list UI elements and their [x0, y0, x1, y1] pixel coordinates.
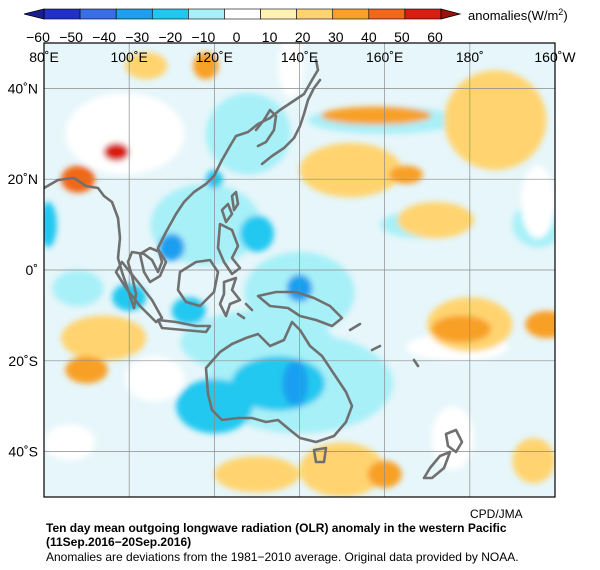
longitude-label: 160˚E [366, 49, 403, 65]
colorbar-tick-label: −60 [26, 29, 50, 45]
anomaly-blob [320, 106, 432, 125]
anomaly-blob [124, 52, 168, 80]
anomaly-blob [61, 315, 147, 361]
longitude-label: 120˚E [196, 49, 233, 65]
anomaly-blob [44, 201, 57, 248]
colorbar-cell [368, 8, 406, 20]
colorbar-units-label: anomalies(W/m2) [468, 7, 568, 23]
colorbar-tick-label: 20 [295, 29, 311, 45]
colorbar-right-arrow [440, 8, 462, 20]
coast-new-zealand [422, 428, 464, 480]
anomaly-blob [205, 92, 291, 175]
anomaly-blob [278, 43, 304, 98]
colorbar-cell [79, 8, 117, 20]
map-frame [43, 42, 556, 498]
coast-philippines [216, 202, 242, 276]
coast-java [156, 318, 212, 334]
anomaly-blob [171, 297, 206, 325]
colorbar-tick-label: 40 [361, 29, 377, 45]
credit-label: CPD/JMA [470, 507, 523, 521]
colorbar-tick-label: 30 [328, 29, 344, 45]
colorbar-tick-label: −50 [59, 29, 83, 45]
colorbar-tick-label: −40 [92, 29, 116, 45]
anomaly-blob [65, 356, 108, 384]
coast-korea [254, 108, 278, 148]
colorbar-left-arrow [23, 8, 45, 20]
caption-title: Ten day mean outgoing longwave radiation… [46, 521, 507, 535]
anomaly-blob [397, 201, 475, 239]
anomaly-blob [520, 165, 555, 239]
coast-new-guinea [256, 290, 344, 328]
colorbar-tick-label: −30 [125, 29, 149, 45]
coast-small-islands [236, 302, 420, 368]
anomaly-blob [214, 456, 300, 493]
latitude-label: 0˚ [26, 262, 38, 278]
map-plot-area [44, 43, 555, 497]
anomaly-blob [65, 92, 185, 175]
coast-indochina [138, 246, 168, 284]
colorbar-tick-label: 50 [394, 29, 410, 45]
coast-tasmania [312, 446, 328, 464]
coast-borneo [176, 258, 220, 308]
latitude-label: 40˚S [8, 444, 38, 460]
colorbar-cell [224, 8, 261, 20]
colorbar-cell [151, 8, 189, 20]
longitude-label: 160˚W [534, 49, 576, 65]
anomaly-blob [444, 70, 547, 171]
colorbar-cell [404, 8, 442, 20]
anomaly-blob [299, 142, 402, 198]
map-axis-labels: 80˚E 100˚E 120˚E 140˚E 160˚E 180˚ 160˚W 40˚N 20˚… [8, 49, 577, 460]
anomaly-blob [431, 315, 492, 343]
colorbar-cell [115, 8, 153, 20]
colorbar-cell [188, 8, 225, 20]
anomaly-blob [103, 142, 130, 162]
coast-sumatra [114, 260, 164, 324]
caption-note: Anomalies are deviations from the 1981−2… [46, 550, 519, 564]
latitude-label: 20˚S [8, 353, 38, 369]
anomaly-blob [525, 310, 555, 339]
colorbar-tick-label: 0 [233, 29, 241, 45]
coastlines [44, 58, 464, 480]
colorbar-tick-label: −10 [192, 29, 216, 45]
longitude-label: 80˚E [29, 49, 59, 65]
anomaly-blob [239, 215, 274, 252]
caption-period: (11Sep.2016−20Sep.2016) [46, 535, 192, 549]
longitude-label: 140˚E [281, 49, 318, 65]
coast-australia [204, 320, 354, 444]
colorbar-cell [260, 8, 297, 20]
colorbar-tick-label: −20 [158, 29, 182, 45]
colorbar: −60 −50 −40 −30 −20 −10 0 10 20 30 40 50 60 anomalie… [23, 7, 568, 45]
colorbar-tick-label: 60 [427, 29, 443, 45]
latitude-label: 40˚N [8, 80, 38, 96]
colorbar-tick-label: 10 [262, 29, 278, 45]
anomaly-blob [124, 356, 185, 402]
colorbar-cell [296, 8, 334, 20]
colorbar-units-superscript: 2 [558, 7, 563, 17]
anomaly-blob [512, 437, 555, 484]
anomaly-blob [52, 270, 104, 307]
longitude-label: 100˚E [110, 49, 147, 65]
anomaly-blob [388, 165, 423, 184]
anomaly-blob [282, 360, 309, 407]
colorbar-cells [43, 8, 442, 20]
coast-taiwan [230, 190, 240, 212]
anomaly-blob [299, 442, 385, 497]
colorbar-cell [43, 8, 81, 20]
longitude-label: 180˚ [456, 49, 484, 65]
colorbar-cell [332, 8, 370, 20]
anomaly-blob [158, 233, 185, 261]
anomaly-blob [44, 424, 96, 461]
latitude-label: 20˚N [8, 171, 38, 187]
coast-japan [260, 78, 322, 166]
coast-sulawesi [218, 276, 242, 318]
olr-anomaly-field [44, 43, 555, 497]
anomaly-blob [193, 52, 219, 80]
colorbar-tick-labels: −60 −50 −40 −30 −20 −10 0 10 20 30 40 50 60 [26, 29, 443, 45]
